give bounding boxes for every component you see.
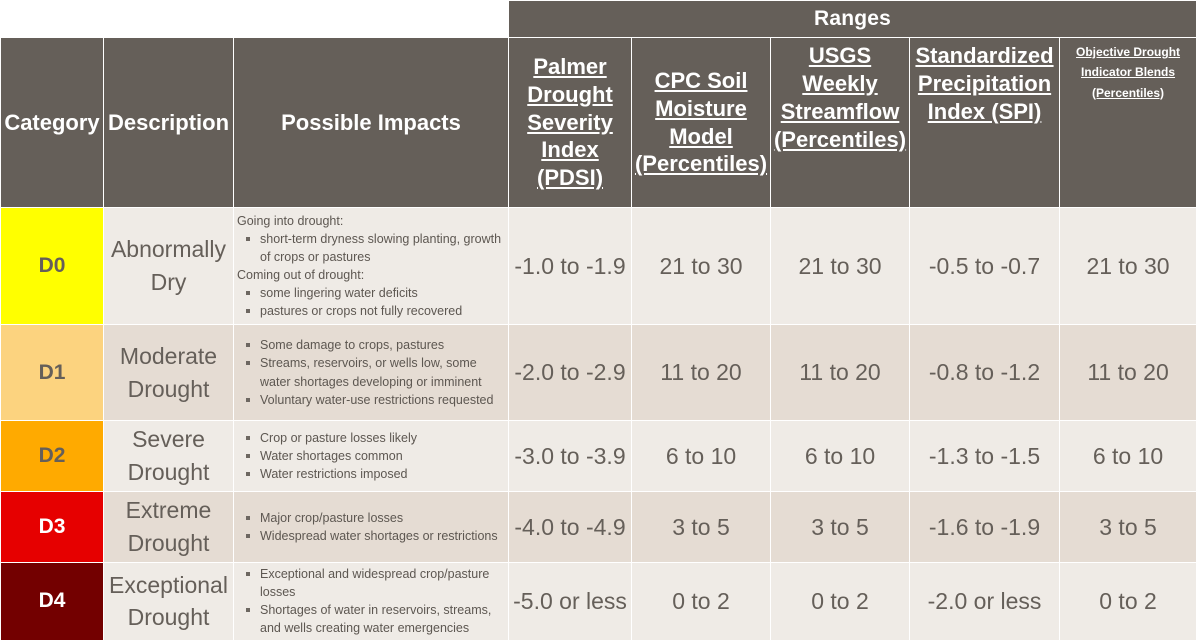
cpc-value: 11 to 20	[632, 325, 771, 421]
usgs-value: 11 to 20	[771, 325, 910, 421]
table-row-d2: D2 Severe Drought Crop or pasture losses…	[1, 421, 1196, 492]
description-cell: Extreme Drought	[104, 492, 234, 563]
description-cell: Exceptional Drought	[104, 563, 234, 641]
spi-value: -2.0 or less	[910, 563, 1060, 641]
description-column-header: Description	[104, 38, 234, 208]
impacts-cell: Major crop/pasture losses Widespread wat…	[234, 492, 509, 563]
usgs-value: 6 to 10	[771, 421, 910, 492]
spi-value: -1.3 to -1.5	[910, 421, 1060, 492]
spi-value: -0.8 to -1.2	[910, 325, 1060, 421]
impacts-list: Some damage to crops, pastures Streams, …	[237, 336, 502, 409]
description-cell: Moderate Drought	[104, 325, 234, 421]
cpc-column-header: CPC Soil Moisture Model (Percentiles)	[632, 38, 771, 208]
impacts-list: Crop or pasture losses likely Water shor…	[237, 429, 502, 483]
category-column-header: Category	[1, 38, 104, 208]
impacts-out-list: some lingering water deficits pastures o…	[237, 284, 502, 320]
cpc-value: 0 to 2	[632, 563, 771, 641]
impacts-into-list: short-term dryness slowing planting, gro…	[237, 230, 502, 266]
category-badge-d4: D4	[1, 563, 104, 641]
impact-item: Widespread water shortages or restrictio…	[260, 527, 502, 545]
category-badge-d3: D3	[1, 492, 104, 563]
category-badge-d2: D2	[1, 421, 104, 492]
impact-item: Shortages of water in reservoirs, stream…	[260, 601, 502, 637]
usgs-value: 3 to 5	[771, 492, 910, 563]
spi-value: -0.5 to -0.7	[910, 208, 1060, 325]
pdsi-value: -2.0 to -2.9	[509, 325, 632, 421]
pdsi-value: -5.0 or less	[509, 563, 632, 641]
usgs-value: 21 to 30	[771, 208, 910, 325]
pdsi-value: -1.0 to -1.9	[509, 208, 632, 325]
impact-item: Streams, reservoirs, or wells low, some …	[260, 354, 502, 390]
usgs-value: 0 to 2	[771, 563, 910, 641]
table-row-d3: D3 Extreme Drought Major crop/pasture lo…	[1, 492, 1196, 563]
blends-value: 6 to 10	[1060, 421, 1196, 492]
impacts-list: Exceptional and widespread crop/pasture …	[237, 565, 502, 638]
pdsi-link[interactable]: Palmer Drought Severity Index (PDSI)	[527, 54, 613, 191]
blends-value: 21 to 30	[1060, 208, 1196, 325]
table-row-d0: D0 Abnormally Dry Going into drought: sh…	[1, 208, 1196, 325]
cpc-value: 21 to 30	[632, 208, 771, 325]
impact-item: pastures or crops not fully recovered	[260, 302, 502, 320]
table-row-d4: D4 Exceptional Drought Exceptional and w…	[1, 563, 1196, 641]
impacts-list: Major crop/pasture losses Widespread wat…	[237, 509, 502, 545]
spi-column-header: Standardized Precipitation Index (SPI)	[910, 38, 1060, 208]
ranges-header: Ranges	[509, 1, 1196, 38]
usgs-column-header: USGS Weekly Streamflow (Percentiles)	[771, 38, 910, 208]
impacts-cell: Going into drought: short-term dryness s…	[234, 208, 509, 325]
blends-value: 3 to 5	[1060, 492, 1196, 563]
impacts-cell: Exceptional and widespread crop/pasture …	[234, 563, 509, 641]
usgs-streamflow-link[interactable]: USGS Weekly Streamflow (Percentiles)	[774, 43, 906, 152]
spi-value: -1.6 to -1.9	[910, 492, 1060, 563]
impact-item: Water restrictions imposed	[260, 465, 502, 483]
pdsi-value: -3.0 to -3.9	[509, 421, 632, 492]
impact-item: Exceptional and widespread crop/pasture …	[260, 565, 502, 601]
cpc-soil-moisture-link[interactable]: CPC Soil Moisture Model (Percentiles)	[635, 68, 767, 177]
impacts-into-label: Going into drought:	[237, 212, 502, 230]
impact-item: Major crop/pasture losses	[260, 509, 502, 527]
description-cell: Severe Drought	[104, 421, 234, 492]
cpc-value: 6 to 10	[632, 421, 771, 492]
blends-value: 0 to 2	[1060, 563, 1196, 641]
blends-column-header: Objective Drought Indicator Blends (Perc…	[1060, 38, 1196, 208]
pdsi-value: -4.0 to -4.9	[509, 492, 632, 563]
impacts-column-header: Possible Impacts	[234, 38, 509, 208]
blends-link[interactable]: Objective Drought Indicator Blends (Perc…	[1076, 45, 1180, 100]
description-cell: Abnormally Dry	[104, 208, 234, 325]
impact-item: short-term dryness slowing planting, gro…	[260, 230, 502, 266]
blends-value: 11 to 20	[1060, 325, 1196, 421]
impact-item: Water shortages common	[260, 447, 502, 465]
pdsi-column-header: Palmer Drought Severity Index (PDSI)	[509, 38, 632, 208]
category-badge-d1: D1	[1, 325, 104, 421]
table-row-d1: D1 Moderate Drought Some damage to crops…	[1, 325, 1196, 421]
category-badge-d0: D0	[1, 208, 104, 325]
impact-item: some lingering water deficits	[260, 284, 502, 302]
impacts-out-label: Coming out of drought:	[237, 266, 502, 284]
cpc-value: 3 to 5	[632, 492, 771, 563]
impact-item: Voluntary water-use restrictions request…	[260, 391, 502, 409]
impacts-cell: Some damage to crops, pastures Streams, …	[234, 325, 509, 421]
impact-item: Some damage to crops, pastures	[260, 336, 502, 354]
impacts-cell: Crop or pasture losses likely Water shor…	[234, 421, 509, 492]
header-blank-cell	[1, 1, 509, 38]
impact-item: Crop or pasture losses likely	[260, 429, 502, 447]
spi-link[interactable]: Standardized Precipitation Index (SPI)	[915, 43, 1053, 124]
